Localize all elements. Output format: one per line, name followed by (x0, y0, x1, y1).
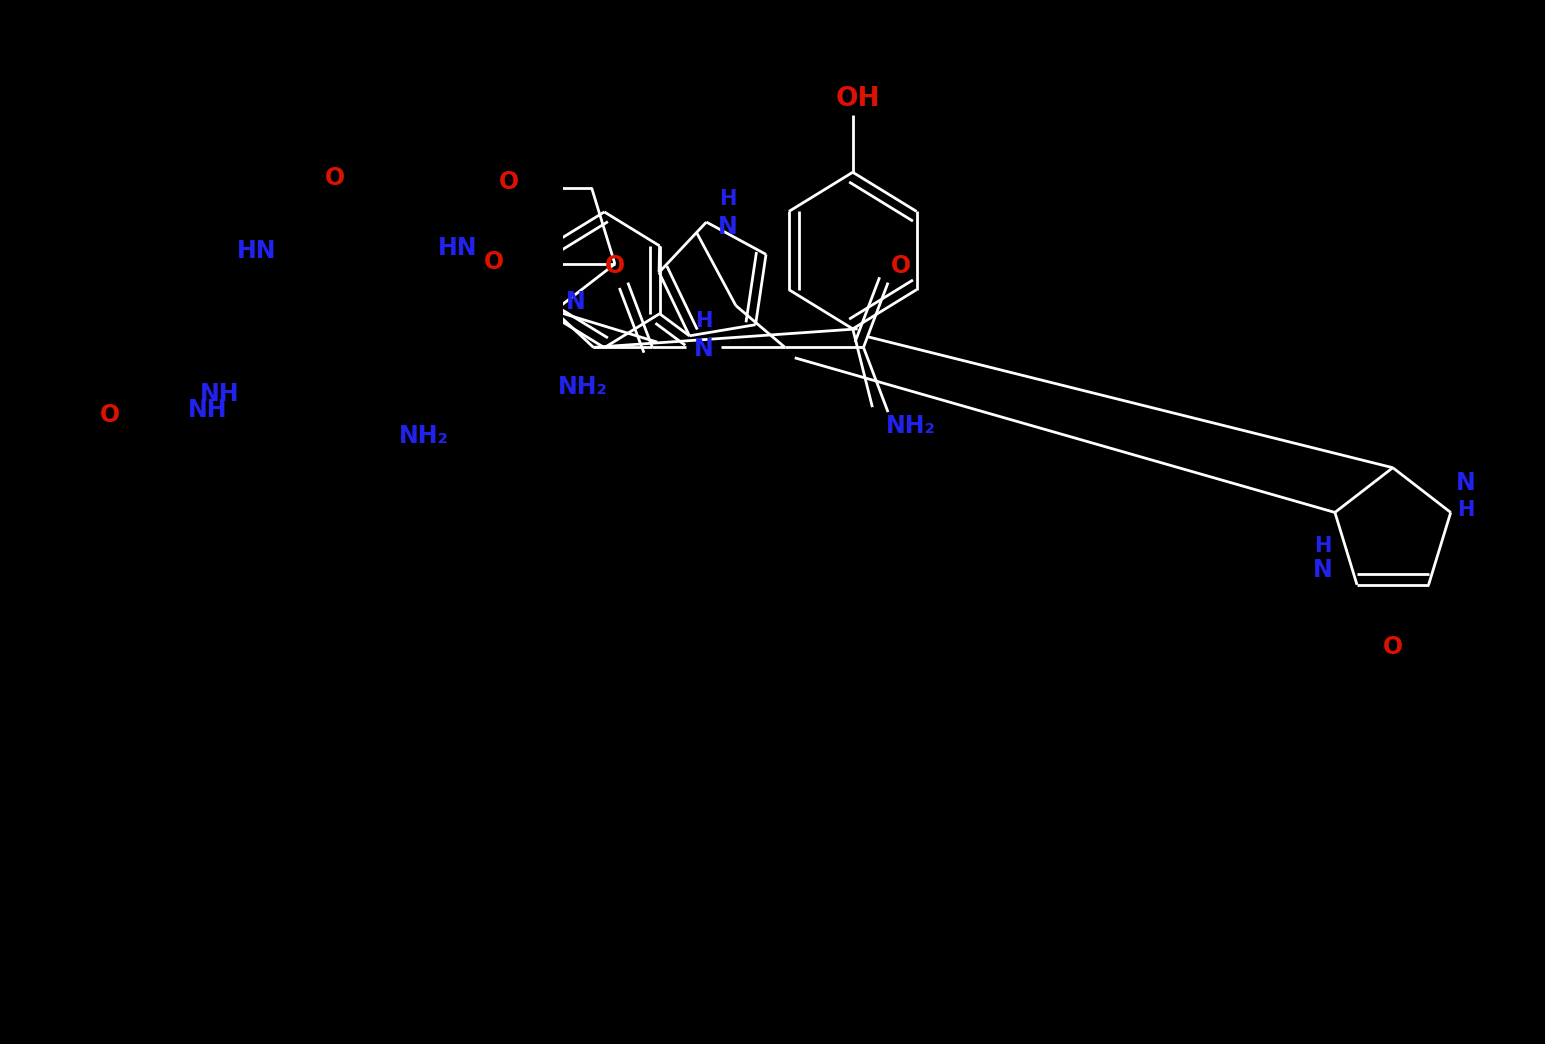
Text: H: H (1315, 536, 1332, 555)
Text: NH₂: NH₂ (399, 424, 448, 448)
Text: OH: OH (836, 87, 881, 112)
Text: O: O (499, 170, 519, 194)
Text: N: N (1455, 471, 1475, 495)
Text: NH: NH (187, 398, 227, 422)
Text: H: H (1457, 500, 1474, 520)
Text: HN: HN (236, 239, 277, 263)
Text: O: O (484, 250, 504, 274)
Text: N: N (1313, 557, 1333, 582)
Text: HN: HN (439, 236, 477, 260)
Text: NH: NH (201, 382, 239, 406)
Text: O: O (99, 403, 119, 427)
Text: NH₂: NH₂ (558, 375, 607, 399)
Text: H: H (720, 189, 737, 209)
Text: N: N (565, 290, 586, 314)
Text: H: H (695, 311, 712, 331)
Text: NH₂: NH₂ (885, 413, 936, 437)
Text: O: O (891, 254, 912, 278)
Text: O: O (324, 166, 345, 190)
Text: N: N (694, 337, 714, 361)
Text: O: O (606, 254, 626, 278)
Text: O: O (1383, 636, 1403, 660)
Text: N: N (718, 215, 739, 239)
